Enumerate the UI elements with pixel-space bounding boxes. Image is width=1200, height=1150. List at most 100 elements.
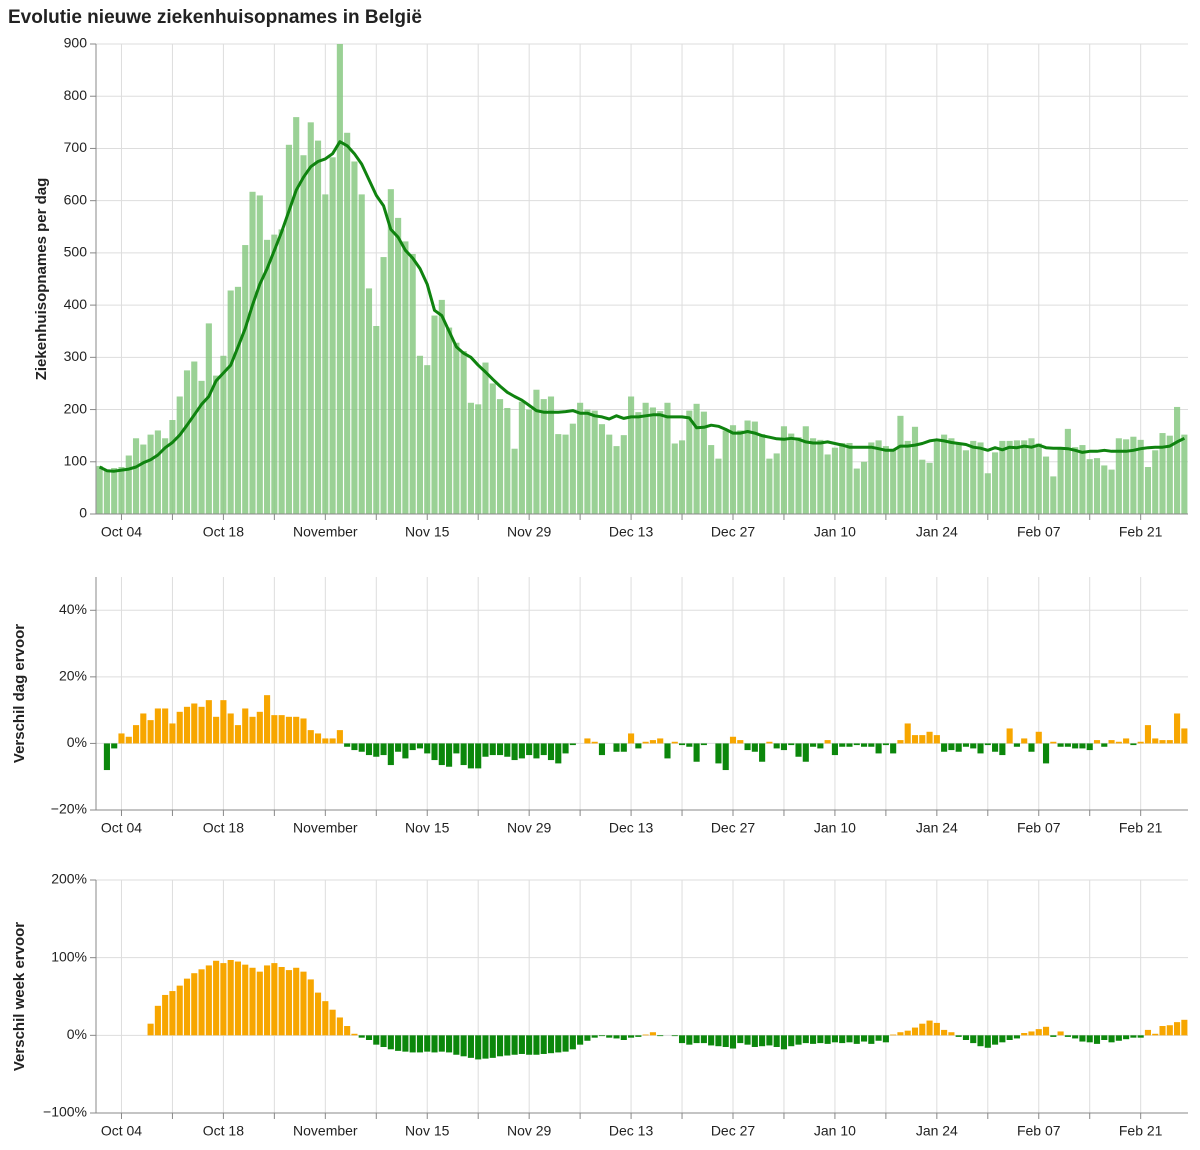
bar	[242, 245, 249, 515]
bar	[970, 743, 977, 749]
bar	[831, 447, 838, 514]
bar	[642, 1034, 649, 1036]
bar	[584, 1035, 591, 1041]
bar	[1174, 406, 1181, 514]
bar	[620, 435, 627, 514]
bar	[395, 743, 402, 752]
bar	[1028, 438, 1035, 514]
bar	[300, 718, 307, 744]
bar	[438, 299, 445, 514]
bar	[504, 407, 511, 514]
bar	[1130, 743, 1137, 746]
x-tick-label: Dec 13	[609, 820, 654, 836]
bar	[759, 434, 766, 514]
bar	[358, 743, 365, 752]
bar	[1108, 469, 1115, 514]
bar	[336, 1017, 343, 1036]
bar	[962, 450, 970, 514]
bar	[278, 229, 285, 514]
bar	[817, 1035, 824, 1044]
bar	[613, 1035, 620, 1039]
bar	[1108, 1035, 1115, 1043]
bar	[846, 1035, 853, 1043]
bar	[416, 743, 424, 749]
bar	[329, 738, 336, 744]
bar	[562, 1035, 569, 1052]
bar	[1181, 1019, 1188, 1036]
bar	[620, 743, 627, 752]
bar	[919, 459, 926, 514]
bar	[526, 409, 533, 514]
bar	[686, 410, 693, 514]
bar	[620, 1035, 627, 1040]
bar	[962, 1035, 970, 1040]
bar	[111, 743, 118, 749]
bar	[256, 195, 263, 514]
bar	[147, 720, 154, 744]
bar	[1152, 1033, 1159, 1036]
x-tick-label: Oct 04	[101, 524, 142, 540]
bar	[737, 430, 744, 514]
bar	[1028, 743, 1035, 752]
bar	[1123, 1035, 1130, 1040]
bar	[955, 1035, 962, 1037]
bar	[409, 1035, 416, 1053]
bar	[664, 402, 671, 514]
bar	[890, 1034, 897, 1036]
bar	[162, 994, 169, 1036]
bar	[919, 735, 926, 744]
bar	[795, 1035, 802, 1045]
bar	[882, 446, 889, 514]
bar	[322, 194, 329, 514]
bar	[722, 743, 729, 771]
bar	[1006, 728, 1013, 744]
bar	[897, 415, 904, 514]
bar	[540, 399, 547, 514]
bar	[708, 1035, 715, 1046]
bar	[875, 743, 882, 754]
bar	[853, 468, 860, 514]
bar	[693, 403, 700, 514]
bar	[1057, 1031, 1064, 1036]
bar	[591, 410, 598, 514]
bar	[657, 1035, 664, 1037]
bar	[213, 375, 220, 514]
bar	[1123, 738, 1130, 744]
bar	[555, 743, 562, 764]
x-tick-label: November	[293, 524, 358, 540]
y-tick-label: 700	[64, 139, 88, 155]
bar	[1072, 743, 1079, 749]
bar	[351, 743, 358, 751]
bar	[380, 743, 387, 756]
bar	[992, 743, 999, 752]
bar	[926, 731, 933, 744]
bar	[373, 743, 380, 757]
bar	[839, 1035, 846, 1044]
bar	[183, 370, 191, 514]
bar	[132, 725, 140, 744]
bar	[751, 421, 758, 514]
x-tick-label: Oct 18	[203, 1123, 244, 1139]
y-tick-label: 500	[64, 244, 88, 260]
bar	[817, 439, 824, 514]
bar	[904, 1030, 911, 1036]
bar	[992, 1035, 999, 1045]
x-tick-label: Jan 24	[916, 524, 958, 540]
bar	[1181, 434, 1188, 514]
bar	[504, 1035, 511, 1056]
bar	[431, 743, 438, 761]
bar	[766, 1035, 773, 1046]
bar	[395, 217, 402, 514]
bar	[547, 743, 555, 761]
bar	[533, 743, 540, 759]
bar	[264, 695, 271, 744]
bar	[919, 1023, 926, 1036]
bar	[977, 743, 984, 754]
bar	[868, 442, 875, 514]
bar	[256, 971, 263, 1036]
bar	[780, 1035, 788, 1050]
bar	[293, 117, 300, 514]
bar	[1108, 740, 1115, 744]
bar	[613, 743, 620, 752]
y-tick-label: 800	[64, 87, 88, 103]
